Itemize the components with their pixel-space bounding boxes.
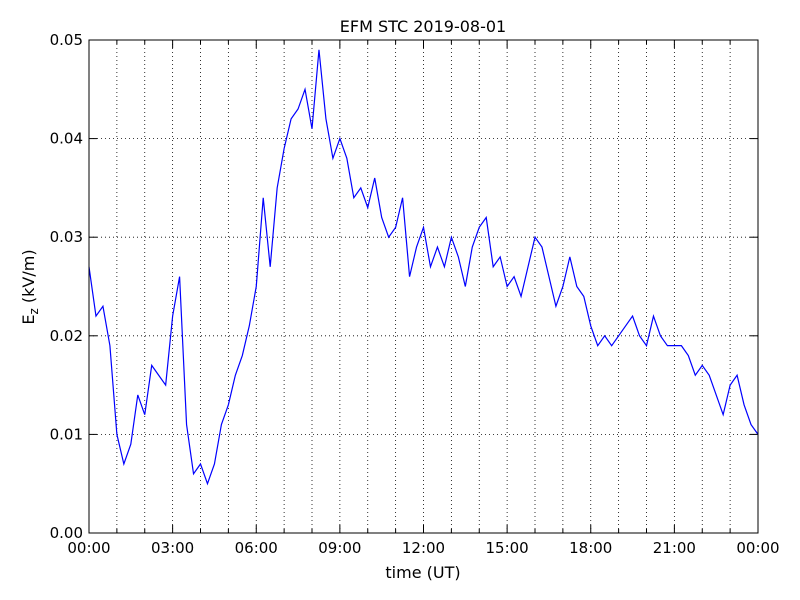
x-tick-label: 00:00 <box>736 539 779 557</box>
y-label-unit: (kV/m) <box>19 249 38 308</box>
y-tick-label: 0.02 <box>50 327 83 345</box>
y-axis-label: Ez (kV/m) <box>19 249 41 324</box>
x-tick-label: 00:00 <box>67 539 110 557</box>
x-tick-label: 15:00 <box>486 539 529 557</box>
x-tick-label: 18:00 <box>569 539 612 557</box>
x-tick-label: 06:00 <box>235 539 278 557</box>
y-label-sub: z <box>27 308 41 314</box>
x-tick-label: 12:00 <box>402 539 445 557</box>
plot-frame <box>88 39 759 534</box>
data-line <box>88 49 759 486</box>
x-axis-label: time (UT) <box>385 563 460 582</box>
y-tick-label: 0.04 <box>50 130 83 148</box>
y-tick-label: 0.01 <box>50 425 83 443</box>
x-tick-label: 21:00 <box>653 539 696 557</box>
y-label-base: E <box>19 314 38 324</box>
y-tick-label: 0.00 <box>50 524 83 542</box>
x-tick-label: 03:00 <box>151 539 194 557</box>
x-tick-label: 09:00 <box>318 539 361 557</box>
chart-title: EFM STC 2019-08-01 <box>340 17 506 36</box>
y-tick-label: 0.05 <box>50 31 83 49</box>
y-tick-label: 0.03 <box>50 228 83 246</box>
